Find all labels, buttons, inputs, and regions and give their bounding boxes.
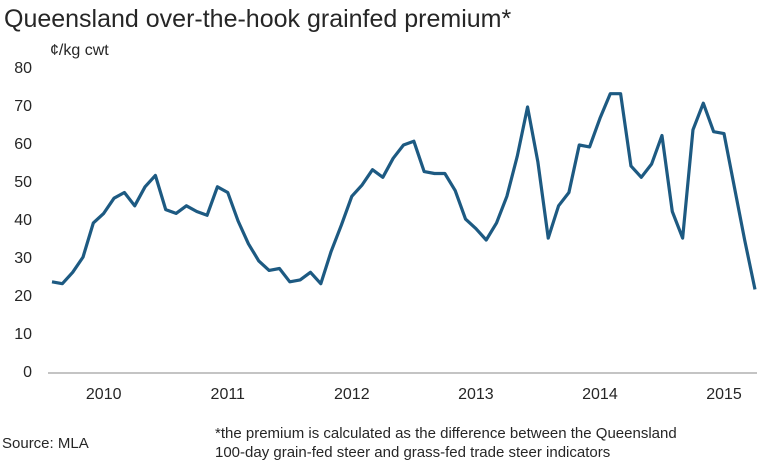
source: Source: MLA bbox=[2, 435, 89, 452]
y-tick-label: 0 bbox=[23, 364, 32, 381]
x-tick-label: 2013 bbox=[458, 386, 494, 403]
x-tick-label: 2010 bbox=[86, 386, 122, 403]
x-tick-label: 2012 bbox=[334, 386, 370, 403]
y-tick-label: 40 bbox=[14, 212, 32, 229]
y-tick-label: 70 bbox=[14, 98, 32, 115]
y-tick-label: 30 bbox=[14, 250, 32, 267]
footnote: *the premium is calculated as the differ… bbox=[215, 425, 677, 442]
y-tick-label: 50 bbox=[14, 174, 32, 191]
y-tick-label: 80 bbox=[14, 60, 32, 77]
y-tick-label: 20 bbox=[14, 288, 32, 305]
footnote: 100-day grain-fed steer and grass-fed tr… bbox=[215, 444, 610, 461]
x-tick-label: 2015 bbox=[706, 386, 742, 403]
chart-title: Queensland over-the-hook grainfed premiu… bbox=[4, 5, 511, 33]
line-series bbox=[51, 92, 757, 290]
x-tick-label: 2011 bbox=[211, 386, 246, 403]
y-tick-label: 10 bbox=[14, 326, 32, 343]
y-axis-label: ¢/kg cwt bbox=[50, 42, 109, 59]
x-tick-label: 2014 bbox=[582, 386, 618, 403]
y-tick-label: 60 bbox=[14, 136, 32, 153]
